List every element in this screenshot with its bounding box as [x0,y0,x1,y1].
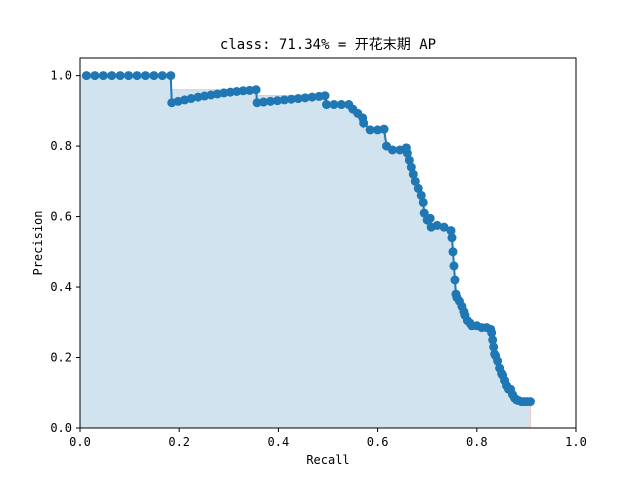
data-point [115,71,125,81]
data-point [408,169,418,179]
y-tick-label: 0.2 [50,351,72,365]
data-point [432,220,442,230]
data-point [81,71,91,81]
data-point [140,71,150,81]
data-point [272,96,282,106]
data-point [157,71,167,81]
data-point [406,162,416,172]
data-point [166,71,176,81]
data-point [419,208,429,218]
data-point [329,100,339,110]
x-tick-label: 0.4 [268,435,290,449]
data-point [149,71,159,81]
data-point [488,335,498,345]
data-point [493,356,503,366]
data-point [447,233,457,243]
data-point [413,183,423,193]
data-point [279,95,289,105]
y-tick-label: 0.6 [50,210,72,224]
data-point [238,86,248,96]
data-point [286,94,296,104]
data-point [449,261,459,271]
plot-layer [79,71,535,429]
data-point [293,94,303,104]
y-tick-label: 0.8 [50,139,72,153]
x-tick-label: 0.8 [466,435,488,449]
chart-title: class: 71.34% = 开花末期 AP [220,37,436,53]
y-tick-label: 1.0 [50,69,72,83]
x-tick-label: 1.0 [565,435,587,449]
data-point [307,92,317,102]
data-point [336,100,346,110]
data-point [90,71,100,81]
data-point [320,91,330,101]
data-point [450,275,460,285]
data-point [416,190,426,200]
y-axis-label: Precision [31,210,45,275]
data-point [124,71,134,81]
data-point [322,100,332,110]
data-point [107,71,117,81]
x-tick-label: 0.6 [367,435,389,449]
data-point [404,155,414,165]
data-point [365,125,375,135]
x-tick-label: 0.2 [168,435,190,449]
data-point [425,213,435,223]
y-tick-label: 0.4 [50,280,72,294]
data-point [132,71,142,81]
data-point [186,94,196,104]
data-point [446,226,456,236]
data-point [410,176,420,186]
axes-frame [79,57,577,429]
data-point [418,197,428,207]
y-tick-label: 0.0 [50,421,72,435]
data-point [448,247,458,257]
x-tick-label: 0.0 [69,435,91,449]
data-point [359,118,369,128]
data-point [487,328,497,338]
data-point [259,97,269,107]
data-point [98,71,108,81]
data-point [300,93,310,103]
data-point [402,148,412,158]
data-point [489,342,499,352]
data-point [251,85,261,95]
data-point [265,96,275,106]
tick-layer: 0.0 0.2 0.4 0.6 0.8 1.0 0.0 0.2 0.4 0.6 0.8 1.0 [50,69,587,449]
x-axis-label: Recall [306,453,349,467]
data-point [379,124,389,134]
data-point [525,397,535,407]
data-point [439,222,449,232]
data-point [387,145,397,155]
